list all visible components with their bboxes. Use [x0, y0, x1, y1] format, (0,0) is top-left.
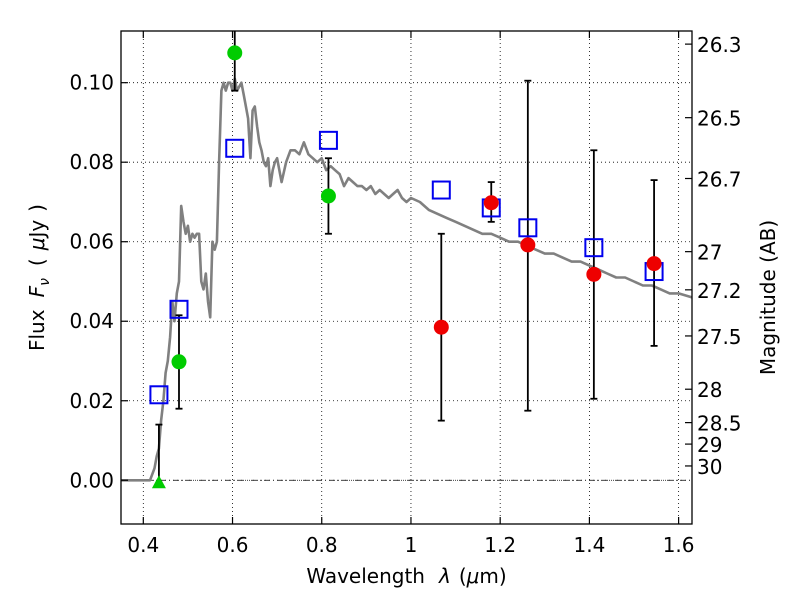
model-flux-square [584, 238, 604, 258]
right-tick-label: 28 [697, 378, 722, 402]
x-axis-label-prefix: Wavelength [306, 564, 425, 588]
y-tick-label: 0.00 [69, 468, 114, 492]
error-bars [155, 31, 658, 486]
model-flux-square [225, 138, 245, 158]
y-tick-label: 0.04 [69, 309, 114, 333]
nir-flux-point [433, 319, 449, 335]
y-tick-label: 0.06 [69, 230, 114, 254]
x-tick-label: 0.8 [306, 533, 338, 557]
upper-limit-triangle [151, 475, 166, 489]
y-axis-label-unit: Jy [25, 220, 49, 240]
x-tick-label: 0.6 [217, 533, 249, 557]
plot-frame [120, 30, 693, 525]
model-flux-square [169, 299, 189, 319]
y-axis-label-right: Magnitude (AB) [756, 220, 780, 375]
nir-flux-point [586, 266, 602, 282]
nir-flux-point [520, 237, 536, 253]
right-tick-label: 26.5 [697, 107, 742, 131]
right-tick-label: 29 [697, 433, 722, 457]
right-tick-label: 27.2 [697, 279, 742, 303]
x-axis-label-symbol: λ [438, 564, 451, 588]
axis-ticks: 0.4 0.6 0.8 1 1.2 1.4 1.6 0.00 0.02 0.04 0.06 0.08 0… [69, 31, 742, 557]
right-tick-label: 26.3 [697, 33, 742, 57]
x-axis-label: Wavelength λ (μm) [306, 564, 506, 588]
model-flux-square [149, 385, 169, 405]
x-axis-label-unit-open: ( [459, 564, 467, 588]
y-axis-label-close: ) [25, 204, 49, 212]
optical-flux-point [227, 45, 243, 61]
x-tick-label: 0.4 [127, 533, 159, 557]
optical-flux-point [320, 188, 336, 204]
nir-flux-point [483, 195, 499, 211]
y-tick-label: 0.10 [69, 71, 114, 95]
right-tick-label: 27.5 [697, 325, 742, 349]
x-axis-label-unit-mu: μ [466, 564, 480, 588]
optical-flux-point [171, 354, 187, 370]
right-tick-label: 27 [697, 241, 722, 265]
y-axis-label-mu: μ [25, 238, 49, 252]
x-tick-label: 1.4 [573, 533, 605, 557]
y-axis-label-f: F [25, 285, 49, 297]
x-tick-label: 1.6 [663, 533, 695, 557]
nir-flux-point [646, 256, 662, 272]
model-flux-square [431, 180, 451, 200]
y-axis-label-prefix: Flux [25, 309, 49, 351]
right-tick-label: 30 [697, 455, 722, 479]
x-axis-label-unit-rest: m) [479, 564, 506, 588]
right-tick-label: 26.7 [697, 168, 742, 192]
y-axis-label-open: ( [25, 258, 49, 266]
x-tick-label: 1 [405, 533, 418, 557]
data-markers [149, 45, 664, 489]
y-axis-label-nu: ν [37, 278, 53, 286]
y-tick-label: 0.08 [69, 150, 114, 174]
model-flux-square [318, 130, 338, 150]
x-tick-label: 1.2 [484, 533, 516, 557]
right-tick-label: 28.5 [697, 412, 742, 436]
y-axis-label-left: Flux Fν ( μJy) [25, 204, 53, 351]
model-spectrum-line [121, 77, 693, 482]
y-tick-label: 0.02 [69, 389, 114, 413]
model-flux-square [518, 218, 538, 238]
